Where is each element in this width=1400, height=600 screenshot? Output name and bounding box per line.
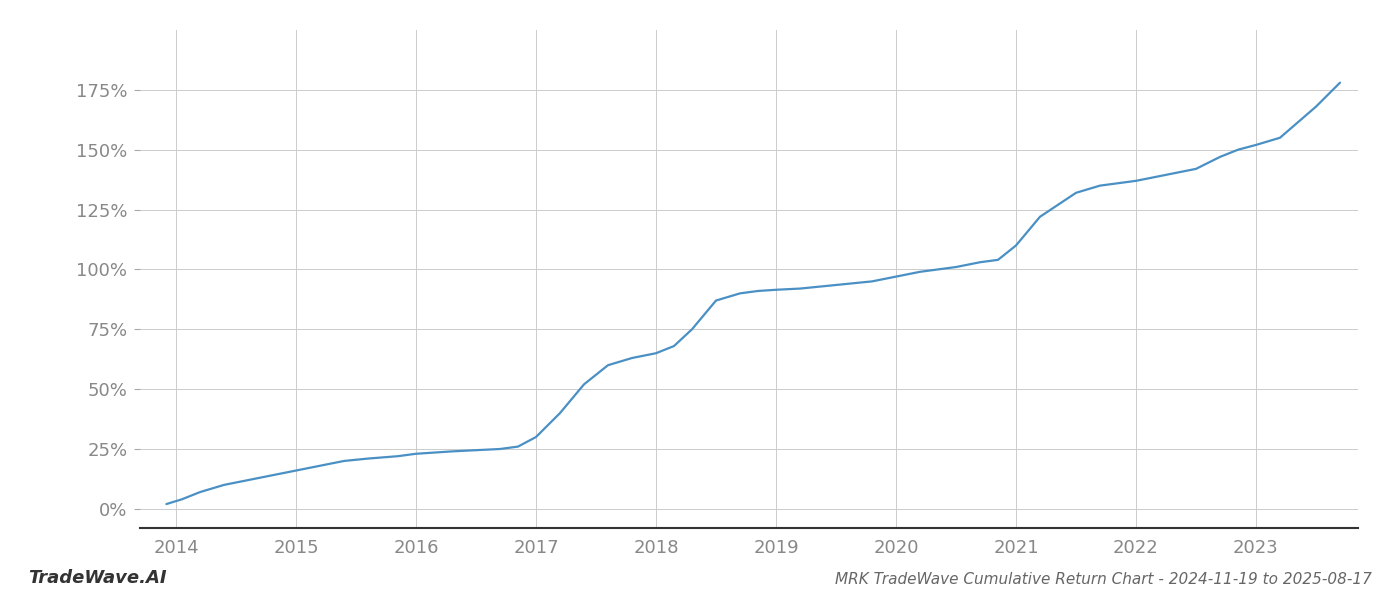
Text: TradeWave.AI: TradeWave.AI: [28, 569, 167, 587]
Text: MRK TradeWave Cumulative Return Chart - 2024-11-19 to 2025-08-17: MRK TradeWave Cumulative Return Chart - …: [836, 572, 1372, 587]
